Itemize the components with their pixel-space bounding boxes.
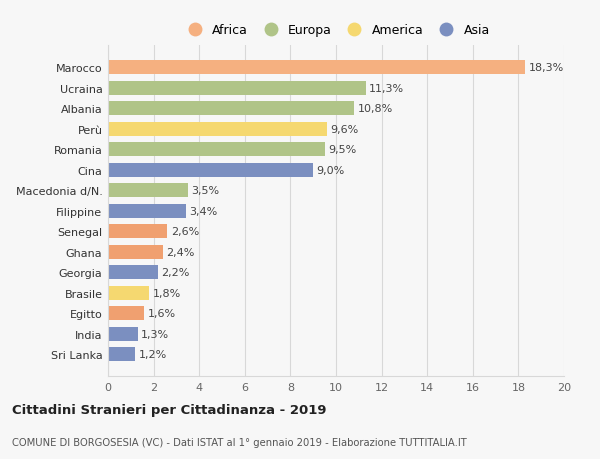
Bar: [108, 61, 525, 75]
Text: 1,2%: 1,2%: [139, 349, 167, 359]
Bar: [108, 184, 188, 198]
Bar: [108, 245, 163, 259]
Text: 2,6%: 2,6%: [170, 227, 199, 236]
Text: 9,0%: 9,0%: [317, 165, 345, 175]
Bar: [108, 163, 313, 177]
Text: 2,2%: 2,2%: [161, 268, 190, 278]
Bar: [108, 81, 365, 95]
Text: 9,5%: 9,5%: [328, 145, 356, 155]
Text: 2,4%: 2,4%: [166, 247, 194, 257]
Text: Cittadini Stranieri per Cittadinanza - 2019: Cittadini Stranieri per Cittadinanza - 2…: [12, 403, 326, 416]
Text: 1,6%: 1,6%: [148, 308, 176, 319]
Bar: [108, 307, 145, 320]
Bar: [108, 327, 137, 341]
Bar: [108, 143, 325, 157]
Text: 3,4%: 3,4%: [189, 206, 217, 216]
Bar: [108, 286, 149, 300]
Bar: [108, 224, 167, 239]
Text: 1,8%: 1,8%: [152, 288, 181, 298]
Bar: [108, 266, 158, 280]
Text: 1,3%: 1,3%: [141, 329, 169, 339]
Text: 3,5%: 3,5%: [191, 186, 220, 196]
Bar: [108, 102, 354, 116]
Text: 11,3%: 11,3%: [369, 84, 404, 93]
Text: COMUNE DI BORGOSESIA (VC) - Dati ISTAT al 1° gennaio 2019 - Elaborazione TUTTITA: COMUNE DI BORGOSESIA (VC) - Dati ISTAT a…: [12, 437, 467, 447]
Text: 10,8%: 10,8%: [358, 104, 393, 114]
Text: 18,3%: 18,3%: [529, 63, 564, 73]
Bar: [108, 347, 136, 361]
Legend: Africa, Europa, America, Asia: Africa, Europa, America, Asia: [177, 19, 495, 42]
Text: 9,6%: 9,6%: [331, 124, 359, 134]
Bar: [108, 122, 327, 136]
Bar: [108, 204, 185, 218]
